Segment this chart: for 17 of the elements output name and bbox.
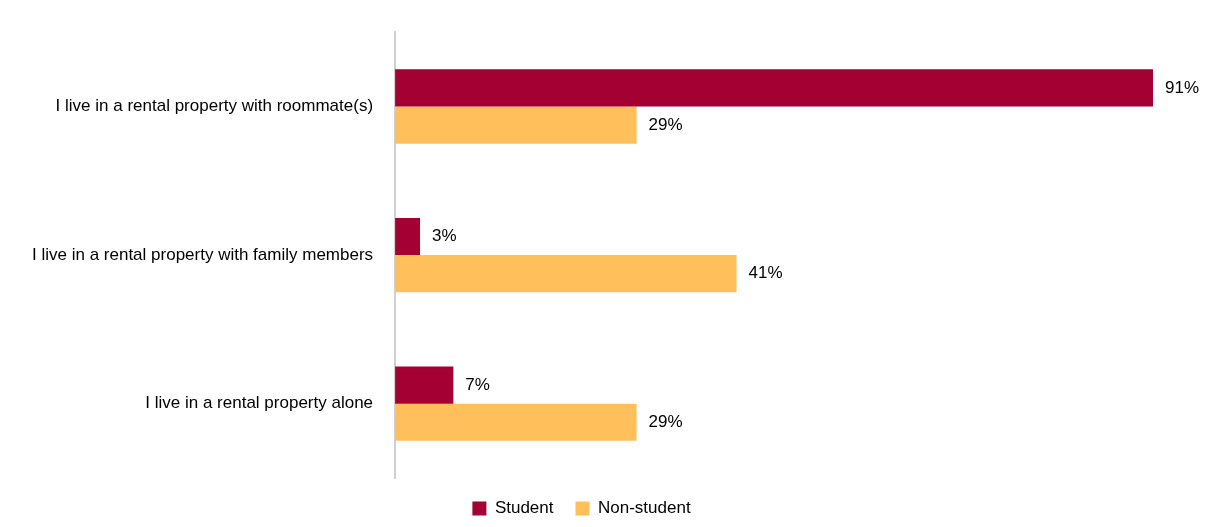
data-label: 41% — [748, 263, 783, 283]
bar — [395, 217, 421, 256]
bar — [395, 106, 637, 144]
bar — [395, 69, 1153, 107]
data-label: 3% — [432, 226, 457, 246]
legend-label: Student — [494, 498, 554, 518]
data-label: 7% — [465, 374, 490, 394]
bar — [395, 366, 454, 404]
data-label: 29% — [648, 411, 683, 431]
bar — [395, 403, 637, 441]
y-tick-label: I live in a rental property with roommate(s) — [55, 96, 374, 116]
data-label: 91% — [1165, 77, 1200, 97]
legend-label: Non-student — [598, 498, 691, 518]
y-tick-label: I live in a rental property alone — [145, 393, 374, 413]
bar — [395, 255, 737, 293]
y-tick-label: I live in a rental property with family members — [32, 244, 374, 264]
data-label: 29% — [648, 114, 683, 134]
